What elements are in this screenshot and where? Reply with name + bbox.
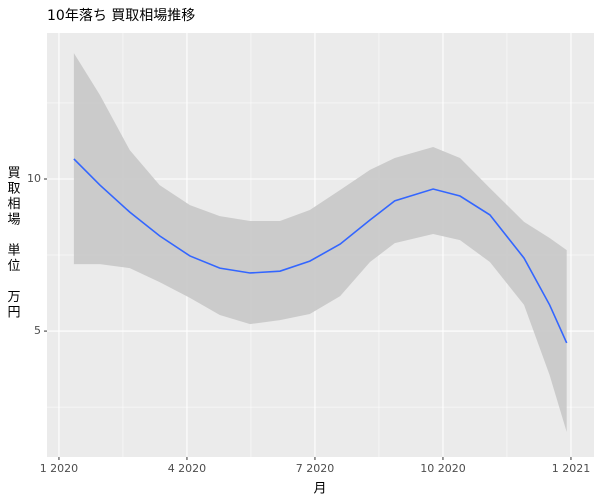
- x-tick-label: 1 2020: [40, 462, 79, 475]
- x-axis-title: 月: [313, 482, 326, 497]
- chart-title: 10年落ち 買取相場推移: [47, 8, 195, 24]
- y-tick-label: 10: [27, 172, 41, 185]
- y-axis-title: 買取相場 単位 万円: [7, 166, 20, 321]
- y-tick-label: 5: [34, 324, 41, 337]
- x-tick-label: 4 2020: [168, 462, 207, 475]
- x-tick-label: 1 2021: [552, 462, 591, 475]
- x-tick-label: 7 2020: [296, 462, 335, 475]
- smooth-line: [73, 158, 568, 344]
- x-tick-label: 10 2020: [420, 462, 466, 475]
- confidence-band: [73, 53, 567, 433]
